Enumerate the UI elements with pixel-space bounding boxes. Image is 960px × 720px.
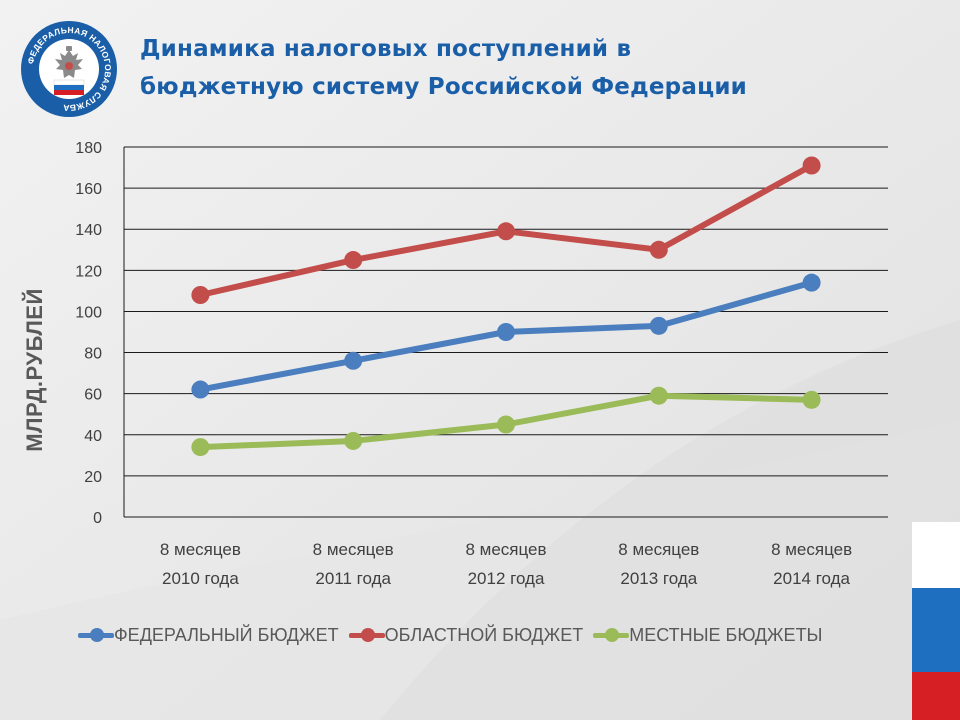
legend-line-marker-icon: [78, 622, 114, 648]
y-tick-label: 180: [75, 140, 102, 157]
data-point: [497, 222, 515, 241]
page-title: Динамика налоговых поступлений в бюджетн…: [140, 30, 780, 106]
flag-stripe-blue: [912, 588, 960, 672]
data-point: [497, 415, 515, 434]
legend-item: ФЕДЕРАЛЬНЫЙ БЮДЖЕТ: [78, 622, 339, 648]
y-axis-ticks: 0 20 40 60 80 100 120 140 160 180: [75, 140, 102, 527]
y-tick-label: 0: [93, 510, 102, 527]
flag-stripe-white: [912, 522, 960, 588]
title-line-2: бюджетную систему Российской Федерации: [140, 74, 747, 100]
data-point: [802, 273, 821, 292]
data-point: [191, 380, 210, 399]
data-point: [649, 316, 668, 335]
legend-label: МЕСТНЫЕ БЮДЖЕТЫ: [629, 624, 823, 645]
data-point: [344, 351, 363, 370]
data-point: [649, 386, 668, 405]
data-point: [649, 240, 668, 259]
y-tick-label: 40: [84, 428, 102, 445]
series-2: [191, 156, 821, 304]
grid: [123, 146, 888, 518]
data-point: [802, 390, 821, 409]
x-axis-categories: 8 месяцев 2010 года 8 месяцев 2011 года 8 ме…: [160, 540, 852, 588]
data-point: [344, 431, 363, 450]
x-tick-label: 8 месяцев 2012 года: [465, 540, 546, 588]
data-point: [191, 438, 210, 457]
x-tick-label: 8 месяцев 2014 года: [771, 540, 852, 588]
y-tick-label: 120: [75, 263, 102, 280]
legend: ФЕДЕРАЛЬНЫЙ БЮДЖЕТ ОБЛАСТНОЙ БЮДЖЕТ МЕСТНЫ…: [78, 622, 823, 648]
legend-item: МЕСТНЫЕ БЮДЖЕТЫ: [593, 622, 823, 648]
x-tick-label: 8 месяцев 2013 года: [618, 540, 699, 588]
data-point: [497, 323, 515, 341]
x-tick-label: 8 месяцев 2011 года: [313, 540, 394, 588]
series-1: [191, 273, 821, 399]
x-tick-label: 8 месяцев 2010 года: [160, 540, 241, 588]
legend-line-marker-icon: [348, 622, 385, 648]
series-3: [191, 386, 821, 457]
logo: ФЕДЕРАЛЬНАЯ НАЛОГОВАЯ СЛУЖБА: [20, 20, 118, 118]
data-point: [191, 286, 210, 304]
legend-line-marker-icon: [593, 622, 630, 648]
data-point: [344, 251, 363, 270]
y-tick-label: 100: [75, 304, 102, 321]
flag-stripe-red: [912, 672, 960, 720]
data-point: [802, 156, 821, 175]
title-line-1: Динамика налоговых поступлений в: [140, 36, 632, 62]
legend-label: ФЕДЕРАЛЬНЫЙ БЮДЖЕТ: [114, 624, 339, 645]
y-tick-label: 60: [84, 387, 102, 404]
series: [191, 156, 821, 457]
federal-tax-service-emblem-icon: ФЕДЕРАЛЬНАЯ НАЛОГОВАЯ СЛУЖБА: [21, 21, 117, 117]
y-tick-label: 160: [75, 181, 102, 198]
legend-label: ОБЛАСТНОЙ БЮДЖЕТ: [384, 624, 584, 645]
legend-item: ОБЛАСТНОЙ БЮДЖЕТ: [348, 622, 584, 648]
y-tick-label: 140: [75, 222, 102, 239]
y-tick-label: 20: [84, 469, 102, 486]
y-tick-label: 80: [84, 346, 102, 363]
russian-flag-stripe: [912, 522, 960, 720]
